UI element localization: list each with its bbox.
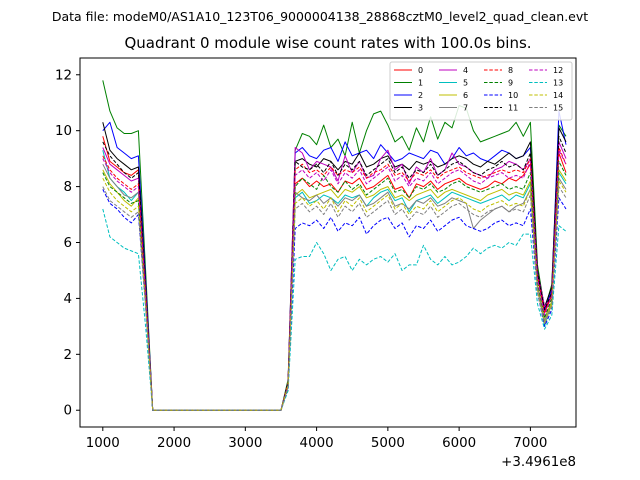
y-tick-label: 10 <box>55 124 72 139</box>
y-tick-label: 8 <box>63 180 72 195</box>
series-line-15 <box>102 186 567 411</box>
chart-title: Quadrant 0 module wise count rates with … <box>124 34 532 52</box>
series-line-10 <box>102 189 567 411</box>
legend-label-3: 3 <box>418 104 423 113</box>
legend-label-6: 6 <box>463 91 468 100</box>
series-line-0 <box>102 136 567 411</box>
series-line-8 <box>102 147 567 411</box>
series-line-1 <box>102 80 567 411</box>
x-tick-label: 4000 <box>300 436 334 451</box>
x-tick-label: 6000 <box>442 436 476 451</box>
legend-label-1: 1 <box>418 79 423 88</box>
x-tick-label: 3000 <box>228 436 262 451</box>
legend-label-10: 10 <box>508 91 518 100</box>
y-tick-label: 0 <box>63 404 72 419</box>
x-axis-offset-label: +3.4961e8 <box>501 455 576 470</box>
x-tick-label: 5000 <box>371 436 405 451</box>
series-line-9 <box>102 160 567 411</box>
series-line-6 <box>102 169 567 411</box>
legend-label-15: 15 <box>553 104 563 113</box>
legend-label-13: 13 <box>553 79 563 88</box>
x-tick-label: 7000 <box>513 436 547 451</box>
x-tick-label: 1000 <box>86 436 120 451</box>
y-tick-label: 6 <box>63 236 72 251</box>
series-line-14 <box>102 177 567 411</box>
legend-label-12: 12 <box>553 66 563 75</box>
legend-label-11: 11 <box>508 104 518 113</box>
legend-box <box>389 61 573 121</box>
legend-label-2: 2 <box>418 91 423 100</box>
legend-label-5: 5 <box>463 79 468 88</box>
y-tick-label: 12 <box>55 68 72 83</box>
series-line-2 <box>102 110 567 411</box>
y-tick-label: 4 <box>63 292 72 307</box>
legend-label-4: 4 <box>463 66 468 75</box>
legend-label-14: 14 <box>553 91 563 100</box>
series-line-11 <box>102 135 567 411</box>
data-file-caption: Data file: modeM0/AS1A10_123T06_90000041… <box>51 9 589 24</box>
legend-label-8: 8 <box>508 66 513 75</box>
x-tick-label: 2000 <box>157 436 191 451</box>
y-tick-label: 2 <box>63 348 72 363</box>
legend-label-7: 7 <box>463 104 468 113</box>
legend-label-0: 0 <box>418 66 423 75</box>
series-line-13 <box>102 208 567 411</box>
legend-label-9: 9 <box>508 79 513 88</box>
